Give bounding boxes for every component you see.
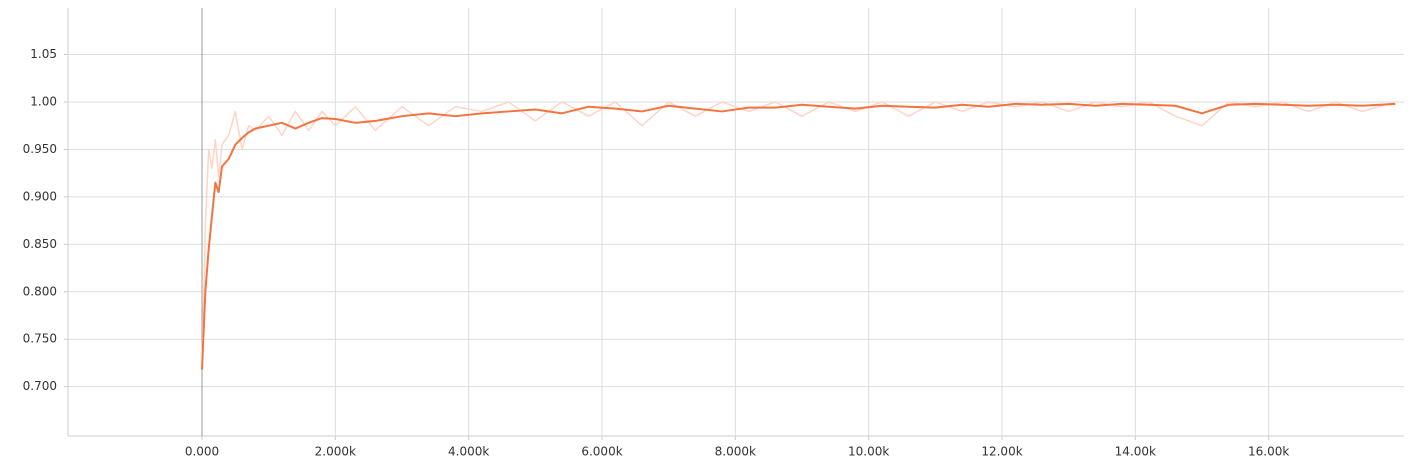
series-line — [201, 102, 1396, 370]
y-tick-label: 1.05 — [30, 47, 57, 61]
x-tick-label: 0.000 — [185, 445, 219, 459]
x-tick-label: 4.000k — [448, 445, 489, 459]
y-tick-label: 0.800 — [23, 284, 57, 298]
y-tick-label: 0.900 — [23, 189, 57, 203]
x-tick-label: 6.000k — [581, 445, 622, 459]
x-tick-label: 16.00k — [1248, 445, 1289, 459]
x-tick-label: 12.00k — [981, 445, 1022, 459]
y-tick-label: 1.00 — [30, 94, 57, 108]
y-tick-label: 0.750 — [23, 332, 57, 346]
y-tick-label: 0.950 — [23, 142, 57, 156]
y-tick-label: 0.850 — [23, 237, 57, 251]
x-tick-label: 10.00k — [848, 445, 889, 459]
x-tick-label: 14.00k — [1115, 445, 1156, 459]
y-tick-label: 0.700 — [23, 379, 57, 393]
x-tick-label: 2.000k — [315, 445, 356, 459]
series-line — [201, 101, 1396, 370]
x-tick-label: 8.000k — [715, 445, 756, 459]
